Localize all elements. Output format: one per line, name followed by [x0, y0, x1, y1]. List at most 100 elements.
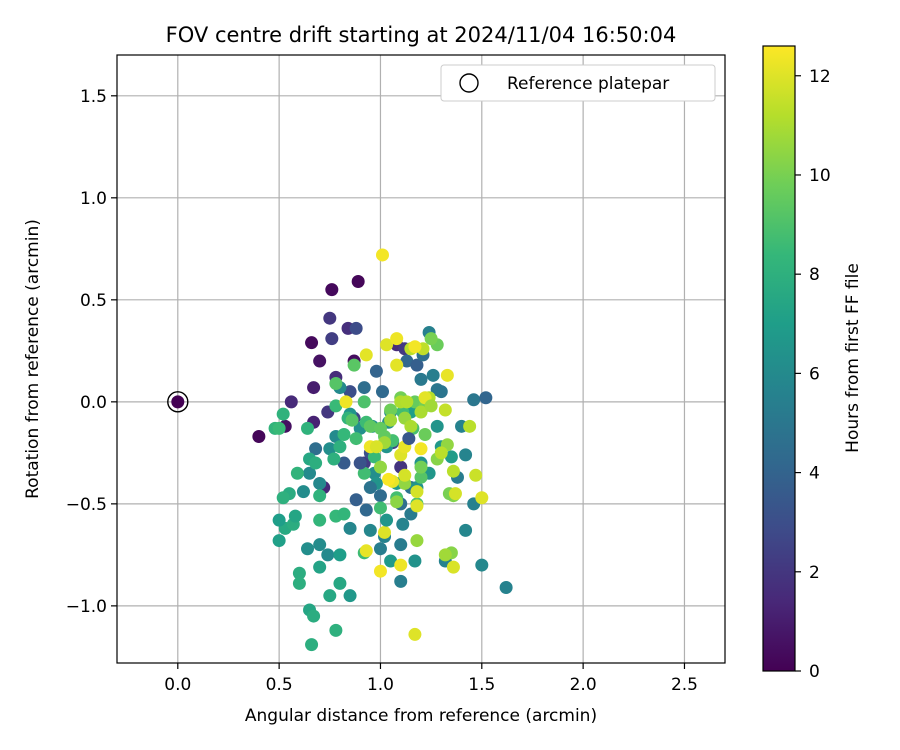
data-point — [438, 403, 452, 417]
data-point — [373, 564, 387, 578]
x-tick-label: 1.5 — [468, 675, 495, 695]
data-point — [276, 407, 290, 421]
data-point — [272, 534, 286, 548]
data-point — [323, 589, 337, 603]
data-point — [313, 538, 327, 552]
data-point — [309, 442, 323, 456]
x-tick-label: 2.0 — [570, 675, 597, 695]
data-point — [475, 491, 489, 505]
data-point — [337, 507, 351, 521]
legend-box — [440, 64, 716, 102]
y-tick-label: 0.5 — [80, 291, 107, 311]
data-point — [438, 548, 452, 562]
data-point — [276, 491, 290, 505]
data-point — [325, 283, 339, 297]
x-tick-label: 1.0 — [367, 675, 394, 695]
colorbar-tick-label: 6 — [809, 364, 820, 384]
data-point — [309, 456, 323, 470]
data-point — [290, 466, 304, 480]
data-point — [292, 576, 306, 590]
data-point — [373, 460, 387, 474]
data-point — [410, 358, 424, 372]
data-point — [333, 548, 347, 562]
data-point — [373, 489, 387, 503]
data-point — [323, 442, 337, 456]
legend-marker-icon — [459, 73, 479, 93]
data-point — [359, 503, 373, 517]
data-point — [394, 558, 408, 572]
data-point — [384, 403, 398, 417]
y-axis-ticks: −1.0 −0.5 0.0 0.5 1.0 1.5 — [66, 87, 117, 617]
colorbar-tick-label: 2 — [809, 563, 820, 583]
data-point — [394, 538, 408, 552]
data-point — [390, 358, 404, 372]
data-point — [375, 385, 389, 399]
data-point — [272, 421, 286, 435]
data-point — [396, 517, 410, 531]
data-point — [410, 485, 424, 499]
data-point — [448, 487, 462, 501]
data-point — [408, 627, 422, 641]
data-point — [440, 368, 454, 382]
reference-marker — [167, 391, 189, 413]
x-tick-label: 0.5 — [266, 675, 293, 695]
data-point — [357, 466, 371, 480]
colorbar-ticks: 0 2 4 6 8 10 12 — [795, 67, 831, 682]
x-axis-label: Angular distance from reference (arcmin) — [245, 706, 597, 726]
data-point — [418, 427, 432, 441]
reference-point — [171, 395, 185, 409]
data-point — [369, 440, 383, 454]
data-point — [414, 460, 428, 474]
data-point — [321, 548, 335, 562]
data-point — [434, 446, 448, 460]
data-point — [424, 332, 438, 346]
data-point — [378, 525, 392, 539]
data-point — [475, 558, 489, 572]
data-point — [369, 364, 383, 378]
data-point — [390, 495, 404, 509]
data-point — [424, 399, 438, 413]
data-point — [329, 623, 343, 637]
data-point — [384, 554, 398, 568]
data-points — [252, 248, 513, 652]
data-point — [394, 574, 408, 588]
data-point — [307, 609, 321, 623]
data-point — [288, 509, 302, 523]
colorbar-label: Hours from first FF file — [843, 263, 863, 453]
data-point — [329, 399, 343, 413]
colorbar-tick-label: 4 — [809, 464, 820, 484]
data-point — [252, 430, 266, 444]
data-point — [284, 395, 298, 409]
data-point — [301, 542, 315, 556]
data-point — [434, 385, 448, 399]
data-point — [292, 566, 306, 580]
data-point — [347, 358, 361, 372]
data-point — [353, 456, 367, 470]
data-point — [296, 485, 310, 499]
data-point — [337, 427, 351, 441]
data-point — [363, 419, 377, 433]
legend-label: Reference platepar — [507, 74, 669, 94]
data-point — [426, 368, 440, 382]
x-tick-label: 2.5 — [671, 675, 698, 695]
data-point — [410, 534, 424, 548]
data-point — [305, 336, 319, 350]
data-point — [499, 581, 513, 595]
data-point — [345, 413, 359, 427]
data-point — [414, 405, 428, 419]
data-point — [384, 413, 398, 427]
data-point — [446, 560, 460, 574]
legend: Reference platepar — [440, 64, 716, 102]
data-point — [272, 513, 286, 527]
data-point — [380, 513, 394, 527]
y-axis-label: Rotation from reference (arcmin) — [23, 219, 43, 499]
y-tick-label: 0.0 — [80, 393, 107, 413]
colorbar-tick-label: 10 — [809, 166, 831, 186]
data-point — [414, 470, 428, 484]
data-point — [469, 468, 483, 482]
data-point — [479, 391, 493, 405]
data-point — [359, 348, 373, 362]
data-point — [333, 576, 347, 590]
data-point — [446, 464, 460, 478]
